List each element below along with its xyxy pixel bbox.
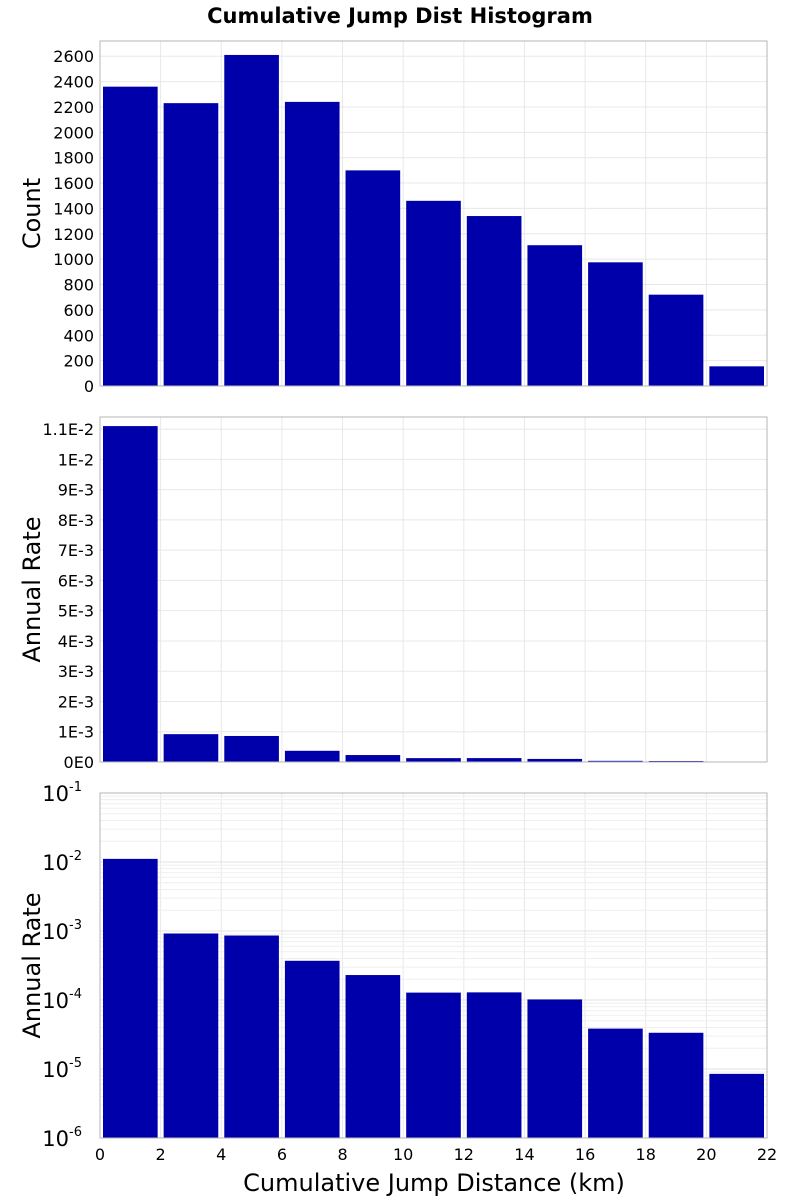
- y-axis-label: Annual Rate: [18, 892, 46, 1038]
- bar: [466, 216, 522, 386]
- y-tick-label: 10-5: [42, 1056, 82, 1082]
- panel-1: 0 200 400 600 800 1000 1200 1400 1600 1800 2000 220…: [18, 40, 768, 396]
- bar: [345, 975, 401, 1138]
- bar: [527, 245, 583, 386]
- y-tick-label: 0: [84, 377, 94, 396]
- x-tick-label: 4: [216, 1145, 226, 1164]
- bar: [588, 1028, 643, 1138]
- bar: [163, 734, 219, 762]
- bar: [406, 200, 461, 386]
- bar: [345, 170, 401, 386]
- y-tick-label: 1400: [53, 199, 94, 218]
- y-tick-label: 1600: [53, 174, 94, 193]
- bar: [527, 758, 583, 762]
- x-tick-label: 6: [277, 1145, 287, 1164]
- bar: [284, 101, 340, 386]
- bar: [224, 935, 279, 1138]
- bar: [163, 103, 219, 387]
- y-tick-label: 7E-3: [58, 541, 94, 560]
- bar: [466, 758, 522, 762]
- x-tick-label: 0: [95, 1145, 105, 1164]
- bar: [406, 992, 461, 1138]
- y-tick-label: 10-2: [42, 849, 82, 875]
- bar: [588, 262, 643, 386]
- y-tick-label: 10-4: [42, 987, 82, 1013]
- bar: [284, 750, 340, 762]
- y-tick-label: 1E-3: [58, 723, 94, 742]
- bar: [345, 755, 401, 762]
- x-tick-label: 20: [696, 1145, 716, 1164]
- y-tick-label: 1200: [53, 225, 94, 244]
- y-tick-label: 10-3: [42, 918, 82, 944]
- y-tick-label: 400: [63, 326, 94, 345]
- chart-title: Cumulative Jump Dist Histogram: [207, 4, 593, 28]
- bar: [588, 760, 643, 762]
- y-tick-label: 2E-3: [58, 692, 94, 711]
- x-tick-label: 22: [757, 1145, 777, 1164]
- panel-3: 10-1 10-2 10-3 10-4 10-5 10-6 Annual Rate: [18, 780, 768, 1151]
- y-tick-label: 1800: [53, 149, 94, 168]
- y-tick-label: 4E-3: [58, 632, 94, 651]
- x-tick-label: 16: [575, 1145, 595, 1164]
- bar: [103, 858, 158, 1138]
- y-tick-label: 200: [63, 352, 94, 371]
- bar: [224, 54, 279, 386]
- bar: [709, 366, 764, 386]
- y-tick-label: 2200: [53, 98, 94, 117]
- x-tick-label: 12: [454, 1145, 474, 1164]
- bar: [406, 758, 461, 762]
- x-tick-label: 10: [393, 1145, 413, 1164]
- bar: [466, 992, 522, 1138]
- y-axis-label: Annual Rate: [18, 516, 46, 662]
- y-tick-label: 1E-2: [58, 450, 94, 469]
- x-tick-label: 18: [636, 1145, 656, 1164]
- y-tick-label: 0E0: [64, 753, 94, 772]
- y-tick-label: 9E-3: [58, 481, 94, 500]
- y-tick-label: 2400: [53, 73, 94, 92]
- y-tick-label: 8E-3: [58, 511, 94, 530]
- x-tick-label: 2: [156, 1145, 166, 1164]
- y-axis-label: Count: [18, 178, 46, 249]
- y-tick-label: 800: [63, 276, 94, 295]
- x-tick-label: 8: [337, 1145, 347, 1164]
- y-tick-label: 1.1E-2: [42, 420, 94, 439]
- y-tick-label: 2000: [53, 123, 94, 142]
- bar: [709, 1073, 764, 1138]
- y-tick-label: 6E-3: [58, 571, 94, 590]
- y-tick-label: 5E-3: [58, 602, 94, 621]
- y-tick-label: 10-1: [42, 780, 82, 806]
- y-tick-label: 1000: [53, 250, 94, 269]
- bar: [224, 735, 279, 762]
- plot-frame: [99, 416, 768, 763]
- y-tick-label: 2600: [53, 47, 94, 66]
- y-tick-label: 3E-3: [58, 662, 94, 681]
- plot-frame: [99, 40, 768, 387]
- bar: [163, 933, 219, 1138]
- x-axis-label: Cumulative Jump Distance (km): [243, 1169, 625, 1197]
- bar: [284, 960, 340, 1138]
- plot-frame: [99, 792, 768, 1139]
- bar: [648, 760, 704, 762]
- panel-2: 0E0 1E-3 2E-3 3E-3 4E-3 5E-3 6E-3 7E-3 8E-3 9E-3 1…: [18, 416, 768, 772]
- plot-area: [100, 417, 767, 762]
- x-tick-label: 14: [514, 1145, 534, 1164]
- y-tick-label: 10-6: [42, 1125, 82, 1151]
- bar: [648, 1032, 704, 1138]
- bar: [103, 426, 158, 762]
- bar: [103, 86, 158, 386]
- bar: [527, 999, 583, 1138]
- bar: [648, 294, 704, 386]
- y-tick-label: 600: [63, 301, 94, 320]
